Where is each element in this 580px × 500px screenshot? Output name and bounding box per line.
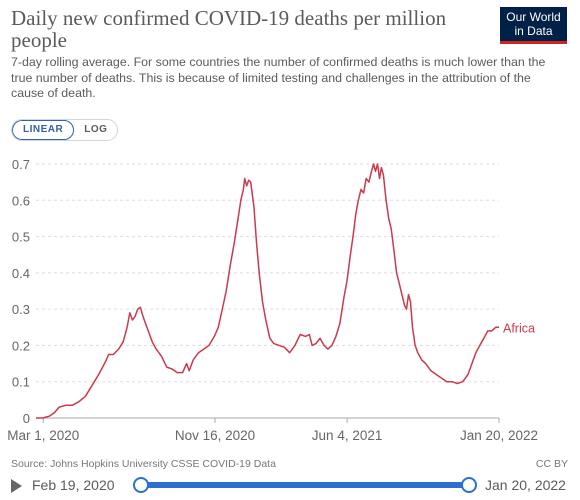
x-tick-label: Nov 16, 2020 [175, 428, 255, 443]
timeline-end-handle[interactable] [461, 477, 477, 493]
y-tick-label: 0.7 [12, 157, 30, 172]
logo-line-2: in Data [514, 24, 553, 38]
timeline-start-label: Feb 19, 2020 [32, 477, 115, 493]
x-tick-label: Jun 4, 2021 [312, 428, 383, 443]
y-tick-label: 0.3 [12, 302, 30, 317]
chart-subtitle: 7-day rolling average. For some countrie… [11, 55, 546, 100]
linear-scale-button[interactable]: LINEAR [12, 120, 75, 140]
y-tick-label: 0.6 [12, 193, 30, 208]
timeline-slider: Feb 19, 2020 Jan 20, 2022 [0, 474, 580, 498]
y-tick-label: 0 [23, 411, 30, 426]
scale-toggle: LINEAR LOG [11, 119, 119, 141]
line-chart: 0 0.1 0.2 0.3 0.4 0.5 0.6 0.7 Mar 1, 2020 Nov 16… [7, 157, 538, 443]
x-tick-label: Jan 20, 2022 [460, 428, 538, 443]
chart-title: Daily new confirmed COVID-19 deaths per … [11, 6, 447, 52]
series-label-africa: Africa [503, 321, 535, 335]
log-scale-button[interactable]: LOG [84, 124, 108, 135]
series-line-africa[interactable] [36, 163, 499, 419]
play-icon[interactable] [11, 479, 22, 493]
grid-lines [36, 163, 499, 419]
timeline-track[interactable] [140, 482, 470, 488]
source-note: Source: Johns Hopkins University CSSE CO… [11, 458, 276, 470]
y-tick-label: 0.4 [12, 266, 30, 281]
x-tick-label: Mar 1, 2020 [7, 428, 79, 443]
series-layer: Africa [36, 163, 535, 419]
timeline-start-handle[interactable] [133, 477, 149, 493]
logo-line-1: Our World [506, 10, 561, 24]
x-axis-ticks: Mar 1, 2020 Nov 16, 2020 Jun 4, 2021 Jan 20… [7, 418, 538, 443]
license-link[interactable]: CC BY [535, 458, 568, 470]
owid-logo[interactable]: Our World in Data [500, 7, 567, 44]
timeline-end-label: Jan 20, 2022 [485, 477, 566, 493]
y-tick-label: 0.5 [12, 230, 30, 245]
y-axis-ticks: 0 0.1 0.2 0.3 0.4 0.5 0.6 0.7 [12, 157, 30, 426]
y-tick-label: 0.2 [12, 338, 30, 353]
y-tick-label: 0.1 [12, 375, 30, 390]
